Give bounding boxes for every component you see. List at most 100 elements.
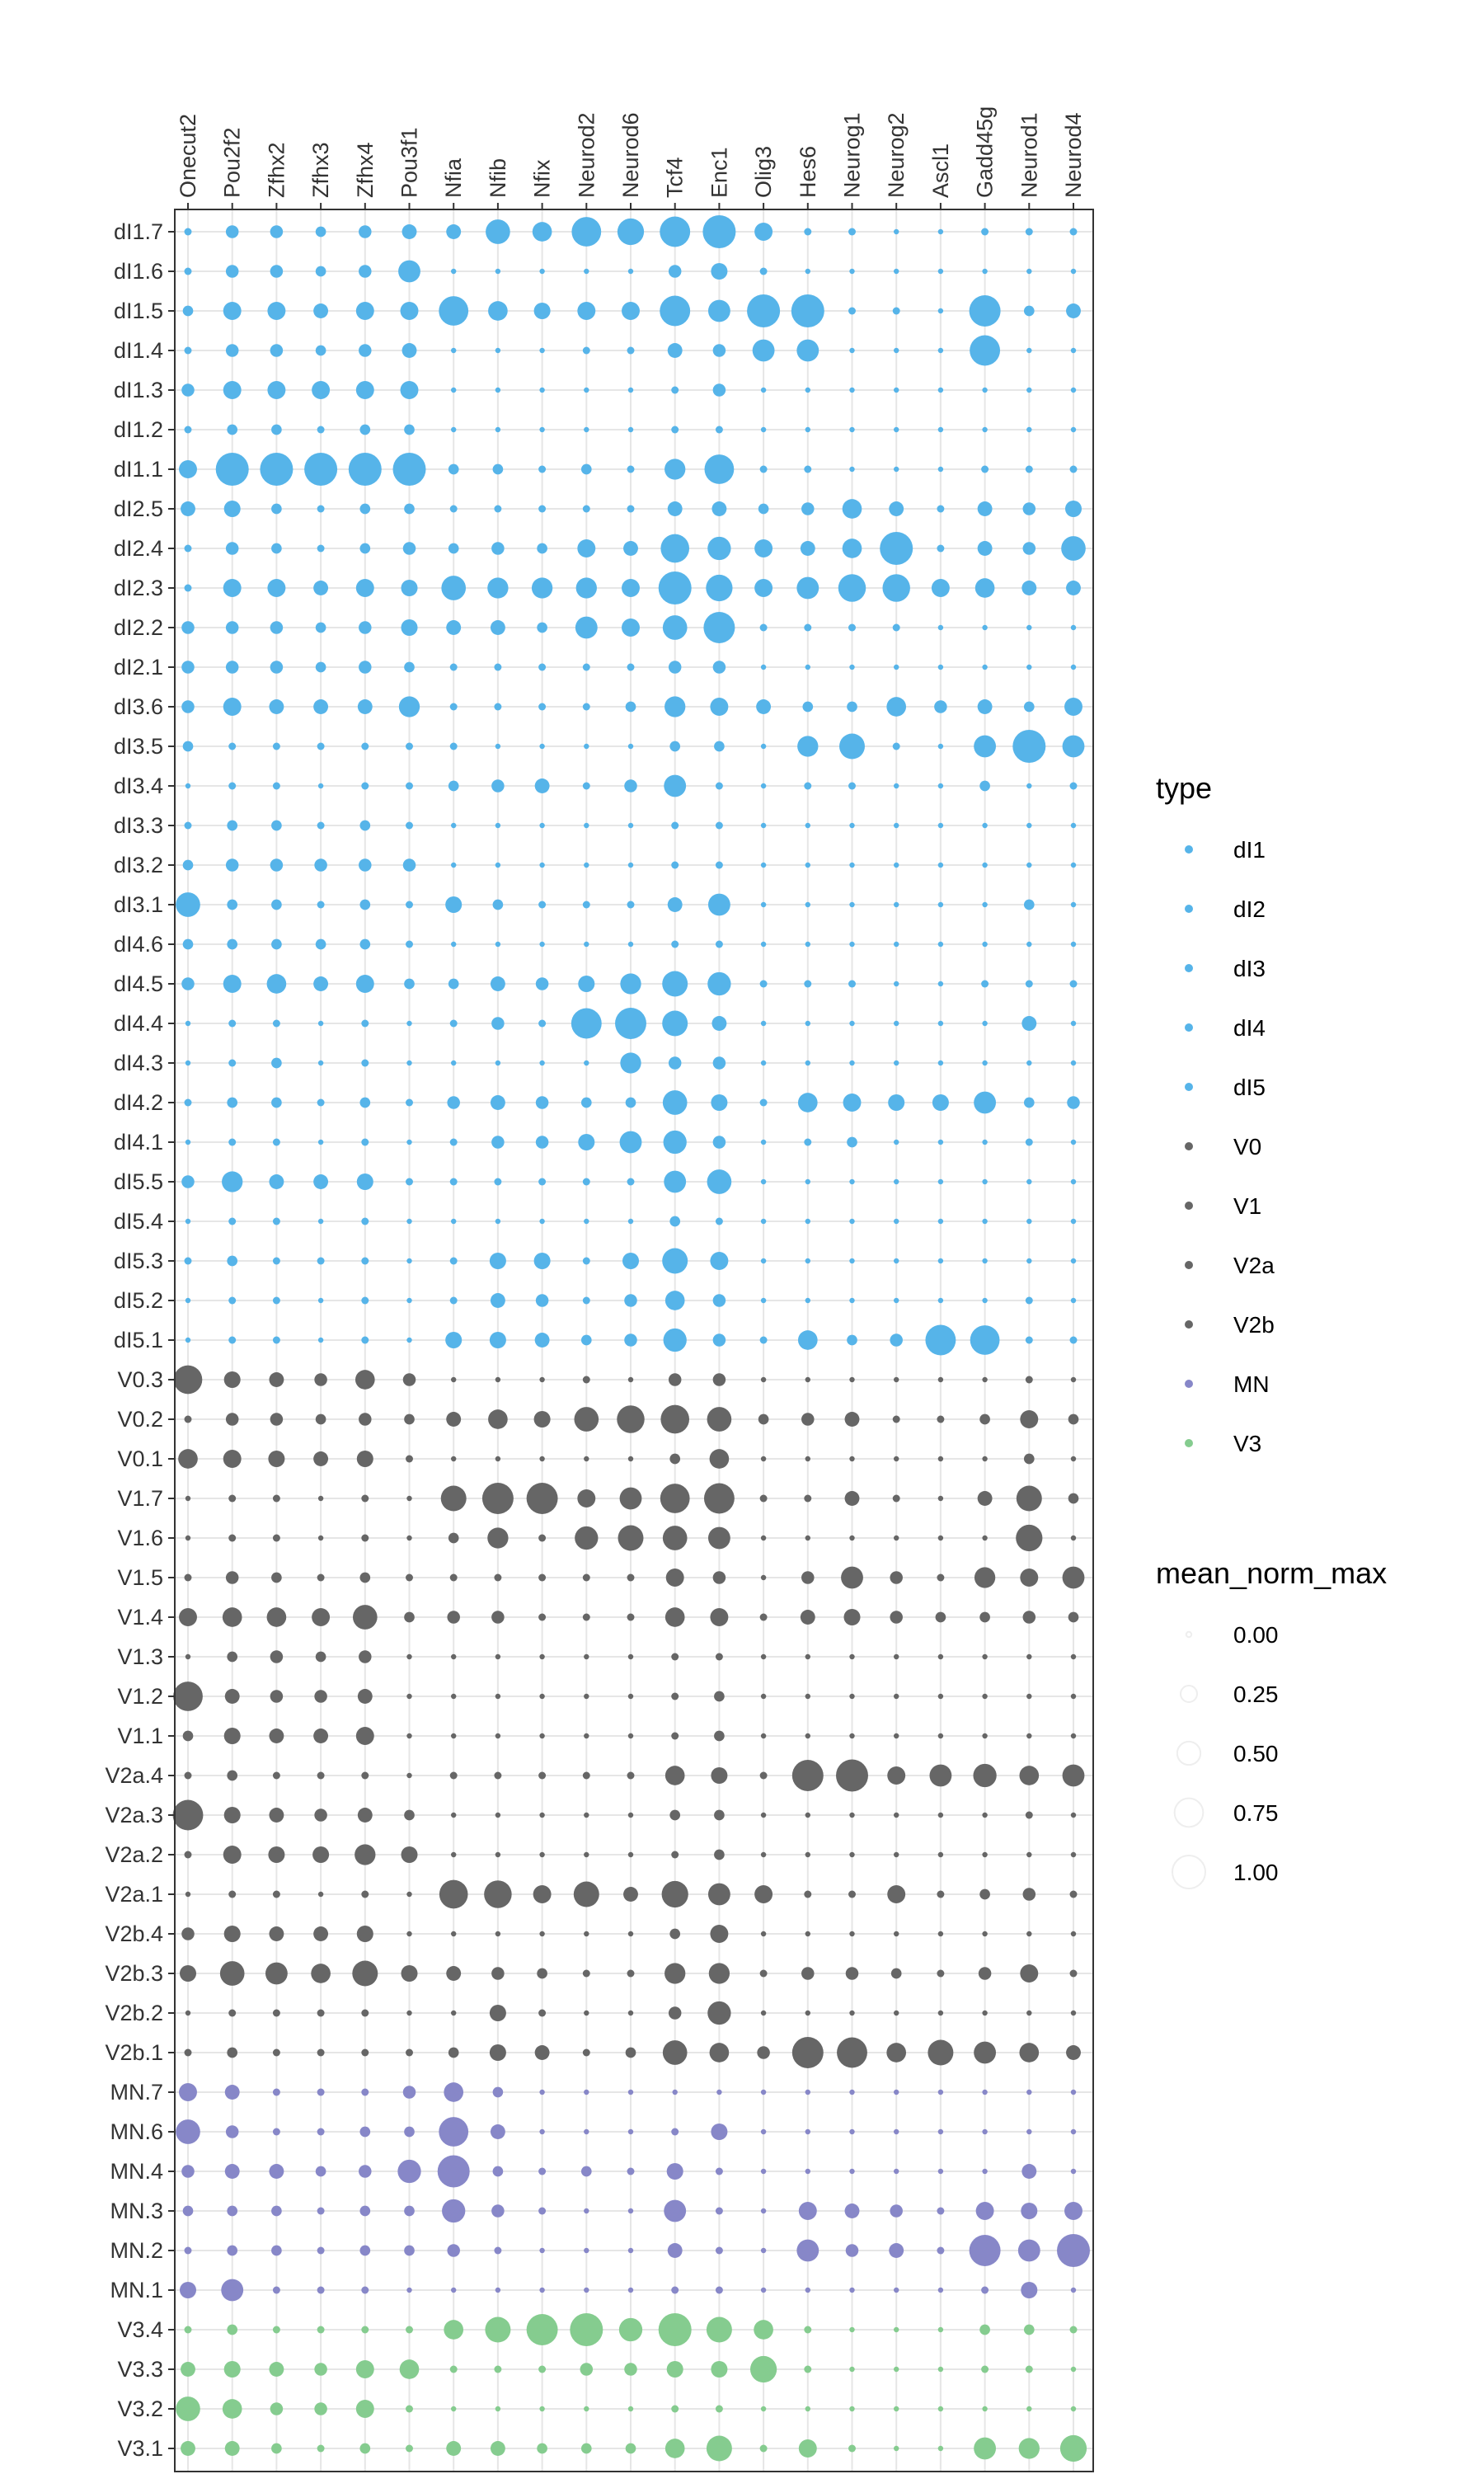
dot-mark [317, 1098, 325, 1107]
dot-mark [982, 2168, 988, 2175]
dot-mark [317, 1218, 324, 1225]
dot-mark [315, 938, 326, 950]
dot-mark [623, 1887, 638, 1902]
dot-mark [361, 1890, 369, 1898]
dot-mark [184, 1771, 192, 1780]
dot-mark [266, 974, 287, 994]
dot-mark [580, 2443, 592, 2454]
dot-mark [937, 1851, 944, 1858]
dot-mark [584, 862, 589, 868]
dot-mark [402, 343, 417, 358]
dot-mark [223, 1728, 241, 1744]
dot-mark [447, 1611, 460, 1624]
dot-mark [623, 541, 638, 556]
dot-mark [937, 941, 944, 948]
dot-mark [982, 1376, 988, 1383]
dot-mark [937, 228, 944, 235]
x-tick-label: Gadd45g [973, 106, 998, 198]
dot-mark [185, 1020, 191, 1027]
dot-mark [582, 703, 590, 711]
dot-mark [667, 343, 683, 358]
dot-mark [355, 975, 374, 993]
dot-mark [490, 976, 505, 991]
dot-mark [451, 2010, 457, 2016]
dot-mark [974, 578, 995, 598]
x-tick-label: Tcf4 [663, 157, 688, 198]
dot-mark [663, 1130, 687, 1155]
dot-mark [271, 503, 282, 515]
dot-mark [894, 2445, 899, 2452]
dot-mark [181, 2441, 195, 2456]
dot-mark [627, 901, 635, 909]
dot-mark [269, 2362, 284, 2377]
dot-mark [227, 424, 238, 435]
dot-mark [1061, 536, 1086, 561]
dot-mark [314, 2402, 327, 2415]
dot-mark [805, 2287, 810, 2293]
dot-mark [312, 381, 331, 399]
x-tick-label: Pou3f1 [397, 127, 422, 198]
dot-mark [671, 2286, 679, 2294]
dot-mark [539, 1931, 545, 1937]
dot-mark [1070, 1812, 1077, 1818]
y-tick-label: V2b.1 [105, 2040, 163, 2065]
dot-mark [979, 1611, 990, 1623]
dot-mark [271, 2443, 282, 2454]
dot-mark [712, 1333, 726, 1347]
dot-mark [805, 941, 810, 948]
dot-mark [714, 741, 725, 752]
dot-mark [571, 217, 602, 247]
dot-mark [538, 2009, 547, 2017]
dot-mark [627, 822, 634, 829]
dot-mark [1069, 2326, 1078, 2334]
dot-mark [842, 499, 862, 519]
dot-mark [539, 941, 545, 948]
dot-mark [1023, 1097, 1035, 1108]
dot-mark [539, 1060, 545, 1066]
dot-mark [894, 1931, 899, 1937]
dot-mark [538, 2365, 547, 2373]
dot-mark [315, 266, 326, 277]
dot-mark [627, 2406, 634, 2412]
dot-mark [402, 1373, 416, 1386]
dot-mark [937, 2089, 944, 2095]
dot-mark [317, 2444, 325, 2453]
dot-mark [894, 2366, 899, 2373]
dot-mark [1025, 1811, 1033, 1819]
dot-mark [317, 2286, 325, 2294]
legend-key [1185, 1083, 1193, 1091]
dot-mark [627, 1969, 635, 1978]
y-axis-ticks: dI1.7 dI1.6 dI1.5 dI1.4 dI1.3 dI1.2 dI1.1 dI2.5… [105, 219, 175, 2461]
dot-mark [481, 1483, 514, 1514]
dot-mark [760, 901, 767, 908]
dot-mark [760, 1693, 767, 1700]
dot-mark [1070, 268, 1077, 275]
dot-mark [1025, 1336, 1033, 1344]
dot-mark [359, 2165, 372, 2178]
legend-key [1185, 1023, 1193, 1032]
dot-mark [804, 2365, 812, 2373]
dot-mark [760, 1060, 767, 1066]
dot-mark [359, 621, 372, 634]
dot-mark [894, 2128, 899, 2135]
dot-mark [533, 303, 551, 319]
dot-mark [317, 2009, 325, 2017]
dot-mark [887, 1766, 906, 1785]
dot-mark [849, 1851, 855, 1858]
dot-mark [937, 1456, 944, 1462]
dot-mark [889, 501, 904, 516]
dot-mark [712, 1373, 726, 1386]
y-tick-label: V1.5 [117, 1565, 163, 1590]
dot-mark [671, 1732, 679, 1740]
dot-mark [982, 1653, 988, 1660]
dot-mark [1062, 1764, 1085, 1787]
dot-mark [359, 858, 372, 872]
legend-key [1185, 1439, 1193, 1447]
dot-mark [223, 698, 242, 716]
dot-mark [671, 940, 679, 948]
dot-mark [355, 302, 374, 320]
dot-mark [448, 780, 459, 792]
dot-mark [974, 2437, 997, 2460]
dot-mark [227, 2205, 238, 2217]
dot-mark [618, 1525, 644, 1551]
